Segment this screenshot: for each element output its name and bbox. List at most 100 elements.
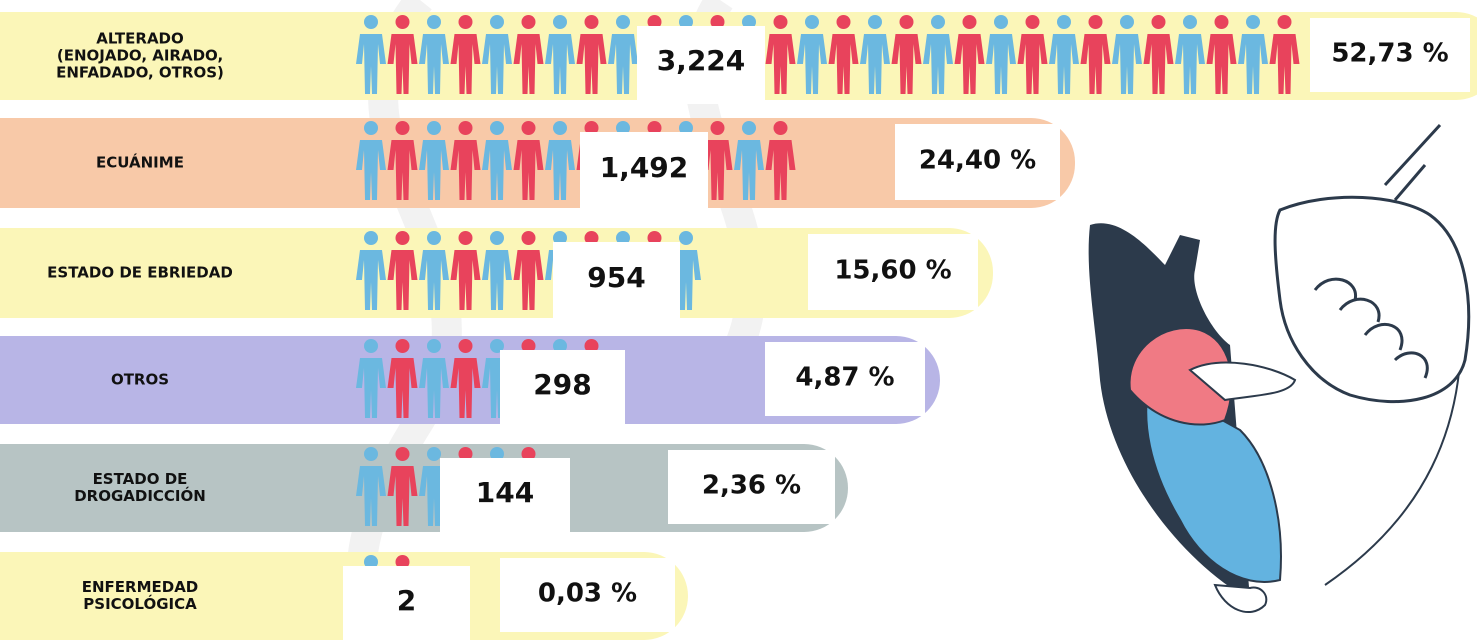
person-head [584,121,599,135]
person-head [553,15,567,29]
row-label: ECUÁNIME [96,153,184,172]
count-value: 3,224 [657,44,746,77]
person-head [679,15,693,29]
person-head [710,15,725,29]
percent-value: 15,60 % [834,256,951,286]
row-label: (ENOJADO, AIRADO, [57,47,223,65]
percent-box [668,450,835,524]
person-body [797,34,827,94]
person-head [836,15,851,29]
person-body [387,140,418,200]
row-label: DROGADICCIÓN [74,486,206,505]
person-body [513,34,544,94]
person-head [931,15,945,29]
person-icon [387,447,418,526]
person-head [521,339,536,353]
row-label: ALTERADO [96,30,184,48]
row: ESTADO DE EBRIEDAD 954 15,60 % [0,228,993,322]
person-icon [387,15,418,94]
person-head [742,15,756,29]
row-label: ESTADO DE [93,470,188,488]
person-icon [765,121,796,200]
person-head [647,15,662,29]
person-icon [450,121,481,200]
illustration [1088,123,1471,614]
person-icon [450,15,481,94]
person-body [482,140,512,200]
person-icon [356,339,386,418]
percent-value: 52,73 % [1331,39,1448,69]
person-icon [923,15,953,94]
person-head [427,121,441,135]
person-body [765,140,796,200]
count-box [440,458,570,536]
person-icon [513,15,544,94]
person-icon [545,121,575,200]
person-body [545,34,575,94]
person-body [1143,34,1174,94]
person-head [395,447,410,461]
person-icon [1238,15,1268,94]
person-icon [1017,15,1048,94]
person-head [490,121,504,135]
person-head [458,447,473,461]
woman-hair [1128,327,1233,426]
person-icon [576,15,607,94]
percent-box [500,558,675,632]
person-icon [450,339,481,418]
person-head [364,121,378,135]
person-head [490,339,504,353]
person-head [773,15,788,29]
row-label: PSICOLÓGICA [83,594,197,613]
row: ALTERADO(ENOJADO, AIRADO,ENFADADO, OTROS… [0,12,1477,104]
person-head [395,555,410,569]
percent-value: 2,36 % [702,471,801,501]
person-icon [1175,15,1205,94]
person-body [482,250,512,310]
person-icon [954,15,985,94]
person-body [356,34,386,94]
person-head [364,231,378,245]
count-value: 1,492 [600,151,689,184]
person-head [1088,15,1103,29]
person-icon [1080,15,1111,94]
person-body [765,34,796,94]
person-head [395,121,410,135]
person-body [419,250,449,310]
person-head [427,447,441,461]
person-body [513,140,544,200]
person-head [490,231,504,245]
person-icon [1049,15,1079,94]
person-head [584,231,599,245]
row-label: ESTADO DE EBRIEDAD [47,264,233,282]
percent-box [895,124,1060,200]
person-head [521,447,536,461]
person-icon [1112,15,1142,94]
person-head [1057,15,1071,29]
person-head [616,121,630,135]
person-icon [482,231,512,310]
fist-knuckles [1313,277,1429,379]
person-body [702,140,733,200]
person-icon [482,121,512,200]
count-box [343,566,470,640]
woman-arm [1188,361,1297,402]
person-icon [891,15,922,94]
person-head [962,15,977,29]
person-body [450,34,481,94]
person-icon [419,15,449,94]
person-body [860,34,890,94]
row: ECUÁNIME 1,492 24,40 % [0,118,1075,212]
person-head [427,231,441,245]
row-label: ENFADADO, OTROS) [56,64,224,82]
person-body [356,358,386,418]
person-body [387,250,418,310]
person-icon [1206,15,1237,94]
person-body [1017,34,1048,94]
person-head [616,231,630,245]
person-body [828,34,859,94]
person-head [1025,15,1040,29]
person-head [805,15,819,29]
count-value: 144 [476,476,534,509]
person-head [647,231,662,245]
